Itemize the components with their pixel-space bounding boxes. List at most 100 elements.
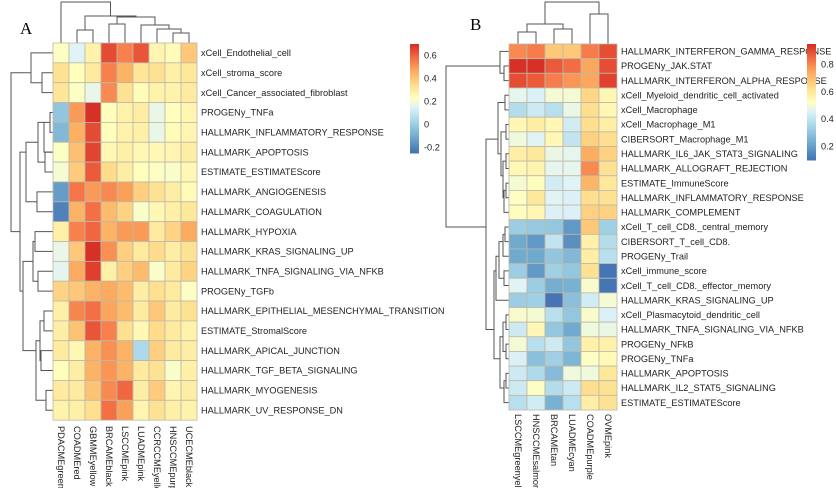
legend-swatch bbox=[807, 61, 816, 64]
heatmap-cell bbox=[180, 82, 198, 103]
heatmap-cell bbox=[116, 260, 134, 282]
heatmap-cell bbox=[580, 146, 600, 162]
panel-b-color-legend: 0.8 0.6 0.4 0.2 bbox=[807, 44, 834, 161]
row-label: HALLMARK_TNFA_SIGNALING_VIA_NFKB bbox=[201, 266, 384, 276]
legend-swatch bbox=[410, 145, 419, 149]
heatmap-cell bbox=[562, 248, 582, 265]
legend-swatch bbox=[807, 45, 816, 49]
heatmap-cell bbox=[116, 399, 134, 421]
dendrogram-branch bbox=[41, 72, 53, 94]
heatmap-cell bbox=[562, 87, 582, 103]
dendrogram-branch bbox=[553, 28, 573, 44]
heatmap-cell bbox=[508, 351, 528, 367]
heatmap-cell bbox=[164, 360, 182, 381]
heatmap-cell bbox=[508, 307, 528, 323]
row-label: HALLMARK_IL6_JAK_STAT3_SIGNALING bbox=[621, 149, 798, 159]
row-label: HALLMARK_EPITHELIAL_MESENCHYMAL_TRANSITI… bbox=[201, 306, 445, 316]
heatmap-cell bbox=[526, 219, 546, 235]
heatmap-cell bbox=[52, 181, 70, 203]
heatmap-cell bbox=[562, 189, 582, 206]
heatmap-cell bbox=[84, 42, 102, 64]
heatmap-cell bbox=[180, 380, 198, 401]
column-label: CCRCCMEyellow bbox=[152, 426, 162, 488]
heatmap-cell bbox=[526, 87, 546, 103]
heatmap-cell bbox=[148, 280, 166, 302]
heatmap-cell bbox=[52, 82, 70, 103]
heatmap-cell bbox=[598, 380, 618, 396]
panel-a-row-dendrogram bbox=[10, 52, 53, 411]
heatmap-cell bbox=[508, 263, 528, 279]
heatmap-cell bbox=[180, 62, 198, 84]
legend-swatch bbox=[807, 154, 816, 157]
heatmap-cell bbox=[598, 72, 618, 89]
legend-swatch bbox=[410, 78, 419, 81]
heatmap-cell bbox=[148, 102, 166, 123]
heatmap-cell bbox=[164, 241, 182, 262]
row-label: HALLMARK_IL2_STAT5_SIGNALING bbox=[621, 383, 776, 393]
row-label: PROGENy_TNFa bbox=[621, 354, 694, 364]
legend-swatch bbox=[410, 147, 419, 150]
legend-swatch bbox=[410, 93, 419, 96]
legend-swatch bbox=[410, 129, 419, 132]
row-label: ESTIMATE_StromalScore bbox=[201, 326, 307, 336]
heatmap-cell bbox=[180, 280, 198, 302]
column-label: LSCCMEpink bbox=[120, 426, 130, 482]
heatmap-cell bbox=[100, 340, 118, 362]
heatmap-cell bbox=[526, 160, 546, 177]
heatmap-cell bbox=[598, 277, 618, 294]
legend-swatch bbox=[807, 102, 816, 105]
panel-a-color-legend: 0.6 0.4 0.2 0 -0.2 bbox=[410, 44, 440, 154]
heatmap-cell bbox=[84, 300, 102, 322]
heatmap-cell bbox=[116, 42, 134, 64]
legend-swatch bbox=[807, 142, 816, 146]
heatmap-cell bbox=[580, 204, 600, 221]
heatmap-cell bbox=[580, 116, 600, 133]
legend-swatch bbox=[807, 47, 816, 51]
dendrogram-branch bbox=[37, 270, 53, 292]
heatmap-cell bbox=[580, 380, 600, 396]
heatmap-cell bbox=[100, 320, 118, 342]
legend-swatch bbox=[807, 59, 816, 62]
dendrogram-branch bbox=[34, 231, 53, 252]
heatmap-cell bbox=[148, 340, 166, 362]
legend-swatch bbox=[410, 71, 419, 74]
column-label: LSCCMEgreenyellow bbox=[513, 414, 523, 488]
dendrogram-branch bbox=[517, 31, 537, 44]
legend-swatch bbox=[807, 144, 816, 147]
legend-swatch bbox=[410, 136, 419, 139]
heatmap-cell bbox=[132, 399, 150, 421]
dendrogram-branch bbox=[504, 226, 509, 243]
heatmap-cell bbox=[544, 160, 564, 177]
heatmap-cell bbox=[580, 292, 600, 308]
row-label: HALLMARK_ANGIOGENESIS bbox=[201, 187, 326, 197]
heatmap-cell bbox=[544, 365, 564, 382]
legend-swatch bbox=[807, 82, 816, 86]
heatmap-cell bbox=[526, 248, 546, 265]
heatmap-cell bbox=[164, 260, 182, 282]
heatmap-cell bbox=[526, 351, 546, 367]
heatmap-cell bbox=[132, 260, 150, 282]
legend-swatch bbox=[410, 65, 419, 69]
heatmap-cell bbox=[52, 260, 70, 282]
heatmap-cell bbox=[544, 380, 564, 396]
heatmap-cell bbox=[84, 201, 102, 223]
heatmap-cell bbox=[580, 307, 600, 323]
heatmap-cell bbox=[100, 181, 118, 203]
heatmap-cell bbox=[100, 122, 118, 143]
dendrogram-branch bbox=[503, 380, 509, 404]
heatmap-cell bbox=[132, 161, 150, 183]
heatmap-cell bbox=[148, 42, 166, 64]
heatmap-cell bbox=[544, 394, 564, 411]
legend-swatch bbox=[410, 45, 419, 49]
dendrogram-branch bbox=[503, 65, 509, 82]
legend-tick-label: -0.2 bbox=[424, 142, 440, 152]
heatmap-cell bbox=[544, 102, 564, 118]
heatmap-cell bbox=[52, 360, 70, 381]
heatmap-cell bbox=[100, 300, 118, 322]
heatmap-cell bbox=[180, 340, 198, 362]
heatmap-cell bbox=[180, 399, 198, 421]
legend-swatch bbox=[807, 115, 816, 118]
dendrogram-branch bbox=[505, 153, 509, 169]
heatmap-cell bbox=[100, 161, 118, 183]
dendrogram-branch bbox=[10, 72, 31, 233]
